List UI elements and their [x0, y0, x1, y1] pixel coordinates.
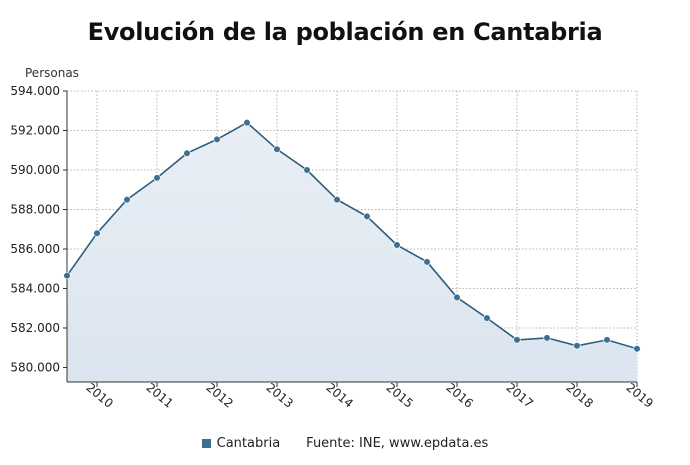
source-note: Fuente: INE, www.epdata.es: [306, 436, 489, 451]
y-tick-label: 590.000: [10, 163, 60, 177]
data-point: [543, 334, 551, 342]
legend: Cantabria Fuente: INE, www.epdata.es: [0, 436, 690, 451]
x-tick-label: 2011: [144, 380, 176, 410]
data-point: [423, 258, 431, 266]
data-point: [633, 345, 641, 353]
area-fill: [67, 122, 637, 382]
series-points: [63, 118, 641, 353]
data-point: [63, 272, 71, 280]
x-tick-label: 2019: [624, 380, 656, 410]
x-tick-label: 2012: [204, 380, 236, 410]
axes: [63, 90, 638, 387]
data-point: [333, 196, 341, 204]
y-tick-label: 586.000: [10, 242, 60, 256]
y-tick-label: 584.000: [10, 282, 60, 296]
data-point: [513, 336, 521, 344]
y-axis-label: Personas: [25, 66, 79, 80]
data-point: [603, 336, 611, 344]
legend-swatch-cantabria: [201, 439, 211, 448]
x-tick-label: 2013: [264, 380, 296, 410]
series-line: [66, 121, 638, 350]
x-tick-label: 2010: [84, 380, 116, 410]
data-point: [363, 212, 371, 221]
x-tick-label: 2017: [504, 380, 536, 410]
line-cantabria: [66, 121, 638, 350]
data-point: [303, 166, 311, 174]
y-tick-label: 588.000: [10, 203, 60, 217]
x-tick-labels: 2010 2011 2012 2013 2014 2015 2016 2017 2018 2019: [84, 380, 656, 410]
data-point: [93, 229, 101, 237]
y-tick-labels: 580.000 582.000 584.000 586.000 588.000 590.0…: [10, 84, 60, 375]
data-point: [183, 149, 191, 157]
y-tick-label: 592.000: [10, 124, 60, 138]
data-point: [483, 314, 491, 322]
chart-title: Evolución de la población en Cantabria: [87, 18, 603, 46]
data-point: [153, 174, 161, 182]
y-tick-label: 594.000: [10, 84, 60, 98]
x-tick-label: 2016: [444, 380, 476, 410]
legend-label-cantabria: Cantabria: [216, 436, 281, 451]
data-point: [213, 135, 221, 143]
data-point: [123, 196, 131, 204]
data-point: [243, 118, 251, 127]
x-tick-label: 2015: [384, 380, 416, 410]
x-tick-label: 2018: [564, 380, 596, 410]
y-tick-label: 582.000: [10, 321, 60, 335]
data-point: [573, 342, 581, 350]
data-point: [393, 241, 401, 249]
y-tick-label: 580.000: [10, 361, 60, 375]
area-cantabria: [67, 122, 637, 382]
data-point: [273, 145, 281, 153]
data-point: [453, 293, 461, 301]
x-tick-label: 2014: [324, 380, 356, 410]
